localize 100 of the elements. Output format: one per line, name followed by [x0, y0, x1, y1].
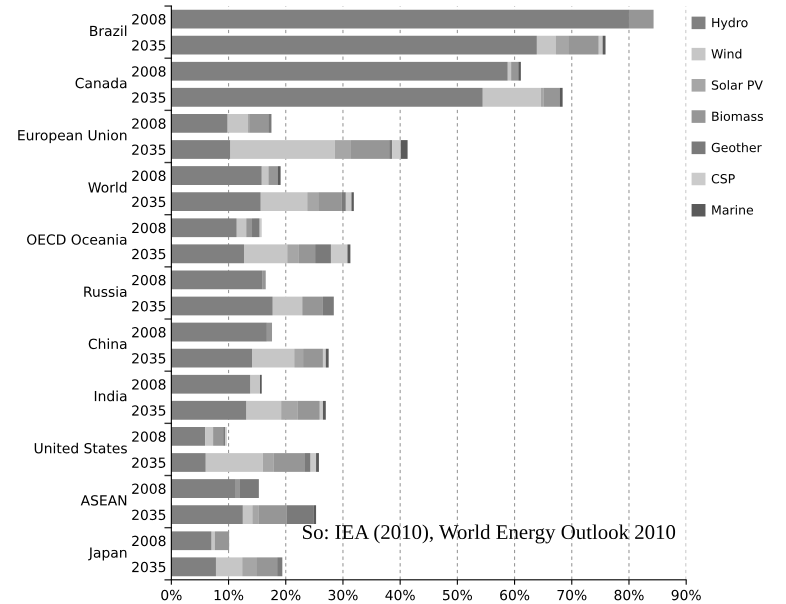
bar: [268, 114, 272, 133]
bar: [318, 192, 342, 212]
x-tick-label: 90%: [672, 590, 701, 600]
bar: [266, 322, 272, 342]
bar: [272, 296, 302, 316]
text: United States: [34, 442, 127, 454]
bar: [310, 453, 316, 472]
bar: [536, 36, 556, 55]
y-tick-label: 2008: [132, 379, 166, 390]
bar: [171, 244, 244, 264]
bar: [322, 348, 326, 368]
text: World: [88, 182, 126, 193]
bar: [205, 427, 214, 446]
bar: [250, 374, 260, 394]
bar: [244, 244, 288, 264]
text: Canada: [76, 78, 126, 88]
bar: [240, 479, 259, 498]
text: Russia: [84, 286, 126, 297]
bar: [278, 166, 281, 185]
y-tick-label: 2008: [132, 118, 166, 129]
bar: [252, 348, 294, 368]
bar: [544, 88, 560, 107]
y-tick-label: 2035: [132, 562, 166, 572]
text: Brazil: [90, 25, 126, 36]
bar: [252, 218, 260, 238]
bar: [246, 400, 282, 420]
bar: [298, 244, 316, 264]
bar: [322, 400, 326, 420]
bar: [211, 531, 215, 550]
y-tick-label: 2035: [132, 300, 166, 312]
y-tick-label: 2035: [132, 40, 166, 51]
bar: [511, 62, 519, 81]
text: China: [88, 338, 126, 350]
y-tick-label: 2035: [132, 248, 166, 260]
y-tick-label: 2008: [132, 431, 166, 442]
x-tick-label: 0%: [161, 590, 182, 600]
bar: [235, 479, 240, 498]
legend-label: Solar PV: [712, 80, 763, 90]
text: European Union: [18, 130, 126, 144]
bar: [303, 348, 323, 368]
bar: [242, 557, 257, 576]
bar: [322, 296, 334, 316]
bar: [171, 374, 250, 394]
bar: [568, 36, 599, 55]
bar: [171, 10, 629, 28]
x-tick-label: 40%: [385, 590, 415, 600]
bar: [171, 400, 246, 420]
bar: [246, 218, 252, 238]
bar: [281, 400, 298, 420]
bar: [400, 140, 408, 159]
x-tick-label: 60%: [500, 590, 530, 600]
bar: [171, 140, 230, 159]
bar: [316, 244, 331, 264]
bar: [236, 218, 246, 238]
bar: [171, 322, 267, 342]
bar: [171, 348, 252, 368]
y-tick-label: 2008: [132, 66, 166, 77]
bar: [302, 296, 323, 316]
text: Japan: [88, 547, 126, 560]
y-tick-label: 2008: [132, 536, 166, 546]
y-tick-label: 2008: [132, 484, 166, 494]
bar: [252, 505, 259, 524]
bar: [216, 557, 242, 576]
bar: [298, 400, 320, 420]
bar: [249, 114, 269, 133]
bar: [171, 166, 262, 185]
bar: [260, 192, 308, 212]
text: India: [94, 390, 126, 402]
legend-label: Biomass: [712, 111, 763, 122]
y-tick-label: 2035: [132, 144, 166, 155]
bar: [346, 192, 352, 212]
bar: [171, 427, 206, 446]
bar: [206, 453, 263, 472]
bar: [268, 166, 278, 185]
bar: [171, 114, 228, 133]
y-tick-label: 2008: [132, 170, 166, 182]
text: OECD Oceania: [27, 234, 126, 245]
bar: [286, 505, 314, 524]
bar: [256, 557, 278, 576]
bar: [171, 36, 537, 55]
y-tick-label: 2035: [132, 510, 166, 520]
x-tick-label: 70%: [557, 590, 586, 600]
bar: [598, 36, 603, 55]
y-tick-label: 2008: [132, 14, 166, 25]
y-tick-label: 2008: [132, 222, 166, 234]
x-tick-label: 20%: [271, 590, 300, 600]
bar: [230, 140, 335, 159]
bar: [227, 114, 248, 133]
legend-label: Hydro: [712, 18, 748, 30]
bar: [171, 62, 508, 81]
bar: [277, 557, 282, 576]
y-tick-label: 2008: [132, 274, 166, 286]
x-tick-label: 10%: [214, 590, 244, 600]
legend-label: Wind: [711, 48, 742, 59]
bar: [171, 453, 206, 472]
bar: [171, 296, 273, 316]
annotation: So: IEA (2010), World Energy Outlook 2010: [302, 524, 676, 544]
bar: [482, 88, 541, 107]
bar: [350, 140, 390, 159]
bar: [171, 479, 236, 498]
